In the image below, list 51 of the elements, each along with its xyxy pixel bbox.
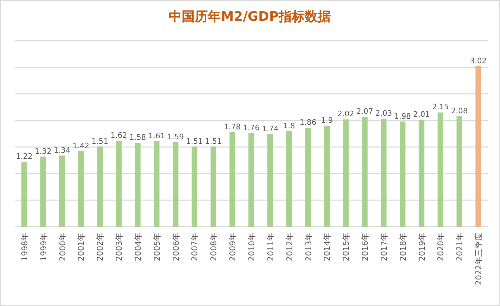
bar <box>476 66 482 227</box>
x-tick-label: 2019年 <box>418 233 427 262</box>
bar <box>135 143 141 227</box>
bar <box>343 120 349 227</box>
x-tick-label: 2021年 <box>456 233 465 262</box>
x-tick-label: 2015年 <box>342 233 352 262</box>
bar <box>154 141 160 227</box>
bar <box>286 131 292 227</box>
x-tick-label: 1999年 <box>39 233 48 262</box>
x-tick-label: 2001年 <box>77 233 86 262</box>
chart-title: 中国历年M2/GDP指标数据 <box>169 10 331 25</box>
bar <box>210 146 216 227</box>
bar <box>248 133 254 227</box>
x-tick-label: 2020年 <box>436 233 446 262</box>
bar <box>305 128 312 227</box>
x-tick-label: 2000年 <box>58 233 68 262</box>
bar <box>78 152 84 227</box>
x-tick-label: 2008年 <box>210 233 219 262</box>
x-tick-label: 2004年 <box>134 233 143 262</box>
x-tick-label: 2009年 <box>228 233 238 262</box>
x-tick-label: 2010年 <box>248 233 256 262</box>
bar <box>362 116 368 227</box>
x-tick-label: 2013年 <box>304 233 314 262</box>
x-tick-label: 2011年 <box>266 233 276 262</box>
bar <box>324 126 330 227</box>
bar <box>456 116 462 227</box>
bar <box>230 132 236 227</box>
x-tick-label: 2014年 <box>323 233 332 262</box>
x-tick-label: 2005年 <box>152 233 162 262</box>
x-tick-label: 2017年 <box>380 233 389 262</box>
bar <box>172 142 179 227</box>
x-tick-label: 2002年 <box>96 233 106 262</box>
x-tick-label: 2012年 <box>285 233 294 262</box>
bar <box>40 156 46 227</box>
bar <box>418 120 425 227</box>
bar <box>400 122 406 227</box>
bar <box>97 146 103 227</box>
x-tick-label: 2018年 <box>398 233 408 262</box>
bar <box>381 119 387 227</box>
bar <box>192 146 198 227</box>
bar <box>268 134 274 227</box>
bar <box>59 156 66 227</box>
x-tick-label: 2007年 <box>190 233 200 262</box>
x-tick-label: 2022年三季度 <box>474 233 484 286</box>
x-tick-label: 1998年 <box>20 233 30 262</box>
bar <box>438 112 444 227</box>
x-tick-label: 2016年 <box>361 233 370 262</box>
x-tick-label: 2003年 <box>115 233 124 262</box>
x-tick-label: 2006年 <box>172 233 181 262</box>
bar <box>116 140 122 227</box>
bar <box>22 162 28 227</box>
